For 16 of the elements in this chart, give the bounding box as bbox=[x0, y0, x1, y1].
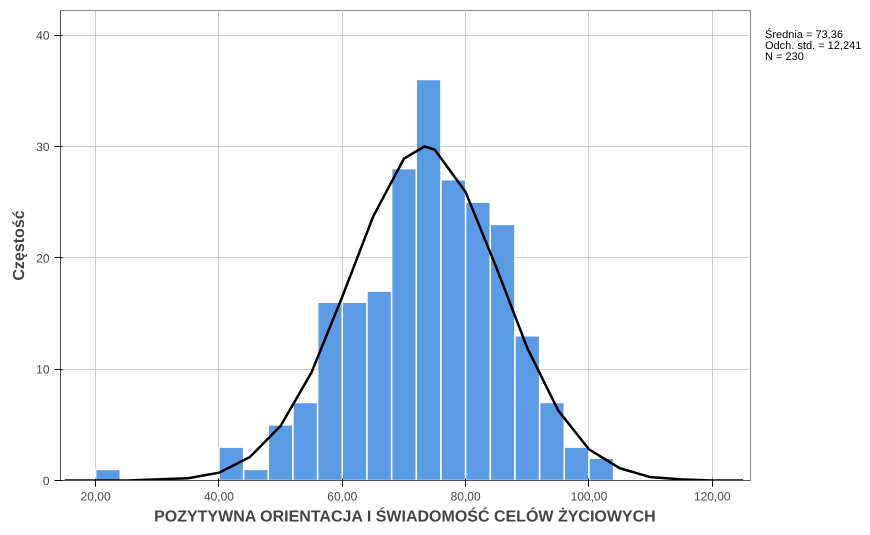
y-tick-label: 40 bbox=[36, 28, 50, 42]
x-tick-label: 40,00 bbox=[204, 490, 234, 504]
y-axis-title: Częstość bbox=[11, 210, 28, 281]
x-tick-label: 120,00 bbox=[694, 490, 731, 504]
x-tick-label: 20,00 bbox=[80, 490, 111, 504]
x-tick-label: 80,00 bbox=[450, 490, 481, 504]
x-tick-label: 60,00 bbox=[327, 490, 358, 504]
text: Odch. std. = 12,241 bbox=[765, 40, 862, 52]
y-tick-label: 20 bbox=[36, 251, 50, 266]
x-axis-title: POZYTYWNA ORIENTACJA I ŚWIADOMOŚĆ CELÓW ŻYCIOWYCH bbox=[154, 506, 656, 526]
x-tick-label: 100,00 bbox=[570, 490, 608, 504]
y-tick-label: 0 bbox=[42, 474, 50, 488]
text: N = 230 bbox=[765, 51, 804, 63]
y-tick-label: 10 bbox=[36, 362, 50, 377]
y-tick-label: 30 bbox=[36, 140, 50, 154]
text: Średnia = 73,36 bbox=[765, 29, 843, 41]
